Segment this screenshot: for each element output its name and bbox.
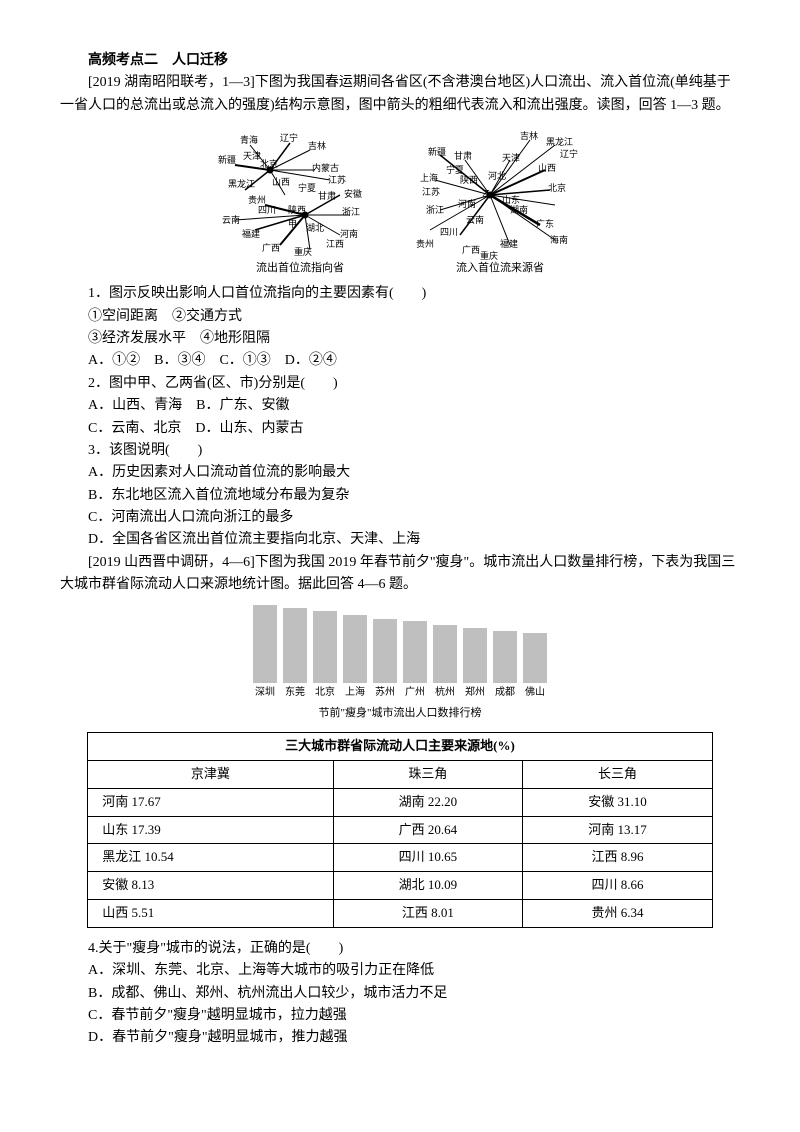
q4-stem: 4.关于"瘦身"城市的说法，正确的是( ) (60, 938, 740, 960)
section-title: 高频考点二 人口迁移 (60, 50, 740, 72)
bar-chart: 深圳东莞北京上海苏州广州杭州郑州成都佛山 节前"瘦身"城市流出人口数排行榜 (200, 603, 600, 723)
table-header: 三大城市群省际流动人口主要来源地(%) (88, 733, 713, 761)
bar-label: 上海 (343, 685, 367, 701)
q1-opts2: ③经济发展水平 ④地形阻隔 (60, 328, 740, 350)
q4-d: D．春节前夕"瘦身"越明显城市，推力越强 (60, 1027, 740, 1049)
diagram2-caption: 流入首位流来源省 (410, 260, 590, 278)
source-table: 三大城市群省际流动人口主要来源地(%) 京津冀 珠三角 长三角 河南 17.67… (87, 732, 713, 928)
diagram-inflow: 吉林 黑龙江 新疆 甘肃 辽宁 宁夏 天津 上海 陕西 河北 山西 江苏 乙 北… (410, 125, 590, 275)
intro-text: [2019 湖南昭阳联考，1—3]下图为我国春运期间各省区(不含港澳台地区)人口… (60, 72, 740, 117)
q2-a: A．山西、青海 B．广东、安徽 (60, 395, 740, 417)
q3-b: B．东北地区流入首位流地域分布最为复杂 (60, 485, 740, 507)
bar (283, 608, 307, 683)
bar-label: 杭州 (433, 685, 457, 701)
diagram-pair: 青海 新疆 辽宁 吉林 天津 北京 内蒙古 黑龙江 山西 江苏 宁夏 甘肃 安徽… (60, 125, 740, 275)
bar-label: 东莞 (283, 685, 307, 701)
q3-c: C．河南流出人口流向浙江的最多 (60, 507, 740, 529)
q1-choices: A．①② B．③④ C．①③ D．②④ (60, 350, 740, 372)
col-zsj: 珠三角 (333, 761, 523, 789)
table-row: 山东 17.39广西 20.64河南 13.17 (88, 816, 713, 844)
bar-label: 郑州 (463, 685, 487, 701)
bar-label: 广州 (403, 685, 427, 701)
bar (403, 621, 427, 683)
q4-b: B．成都、佛山、郑州、杭州流出人口较少，城市活力不足 (60, 983, 740, 1005)
q2-b: C．云南、北京 D．山东、内蒙古 (60, 418, 740, 440)
intro2: [2019 山西晋中调研，4—6]下图为我国 2019 年春节前夕"瘦身"。城市… (60, 552, 740, 597)
bar (493, 631, 517, 683)
bar-label: 佛山 (523, 685, 547, 701)
table-row: 黑龙江 10.54四川 10.65江西 8.96 (88, 844, 713, 872)
bar-label: 北京 (313, 685, 337, 701)
bar (433, 625, 457, 683)
q4-c: C．春节前夕"瘦身"越明显城市，拉力越强 (60, 1005, 740, 1027)
q4-a: A．深圳、东莞、北京、上海等大城市的吸引力正在降低 (60, 960, 740, 982)
bar-label: 深圳 (253, 685, 277, 701)
table-row: 河南 17.67湖南 22.20安徽 31.10 (88, 788, 713, 816)
bar (343, 615, 367, 683)
bar (373, 619, 397, 683)
q2-stem: 2．图中甲、乙两省(区、市)分别是( ) (60, 373, 740, 395)
q3-d: D．全国各省区流出首位流主要指向北京、天津、上海 (60, 529, 740, 551)
q1-stem: 1．图示反映出影响人口首位流指向的主要因素有( ) (60, 283, 740, 305)
table-row: 安徽 8.13湖北 10.09四川 8.66 (88, 872, 713, 900)
bar-caption: 节前"瘦身"城市流出人口数排行榜 (200, 705, 600, 723)
diagram-outflow: 青海 新疆 辽宁 吉林 天津 北京 内蒙古 黑龙江 山西 江苏 宁夏 甘肃 安徽… (210, 125, 390, 275)
bar (463, 628, 487, 683)
q1-opts: ①空间距离 ②交通方式 (60, 306, 740, 328)
bar (313, 611, 337, 683)
col-csj: 长三角 (523, 761, 713, 789)
bar-label: 成都 (493, 685, 517, 701)
q3-a: A．历史因素对人口流动首位流的影响最大 (60, 462, 740, 484)
q3-stem: 3．该图说明( ) (60, 440, 740, 462)
col-jjj: 京津冀 (88, 761, 333, 789)
bar-label: 苏州 (373, 685, 397, 701)
bar (523, 633, 547, 683)
table-row: 山西 5.51江西 8.01贵州 6.34 (88, 900, 713, 928)
diagram1-caption: 流出首位流指向省 (210, 260, 390, 278)
bar (253, 605, 277, 683)
